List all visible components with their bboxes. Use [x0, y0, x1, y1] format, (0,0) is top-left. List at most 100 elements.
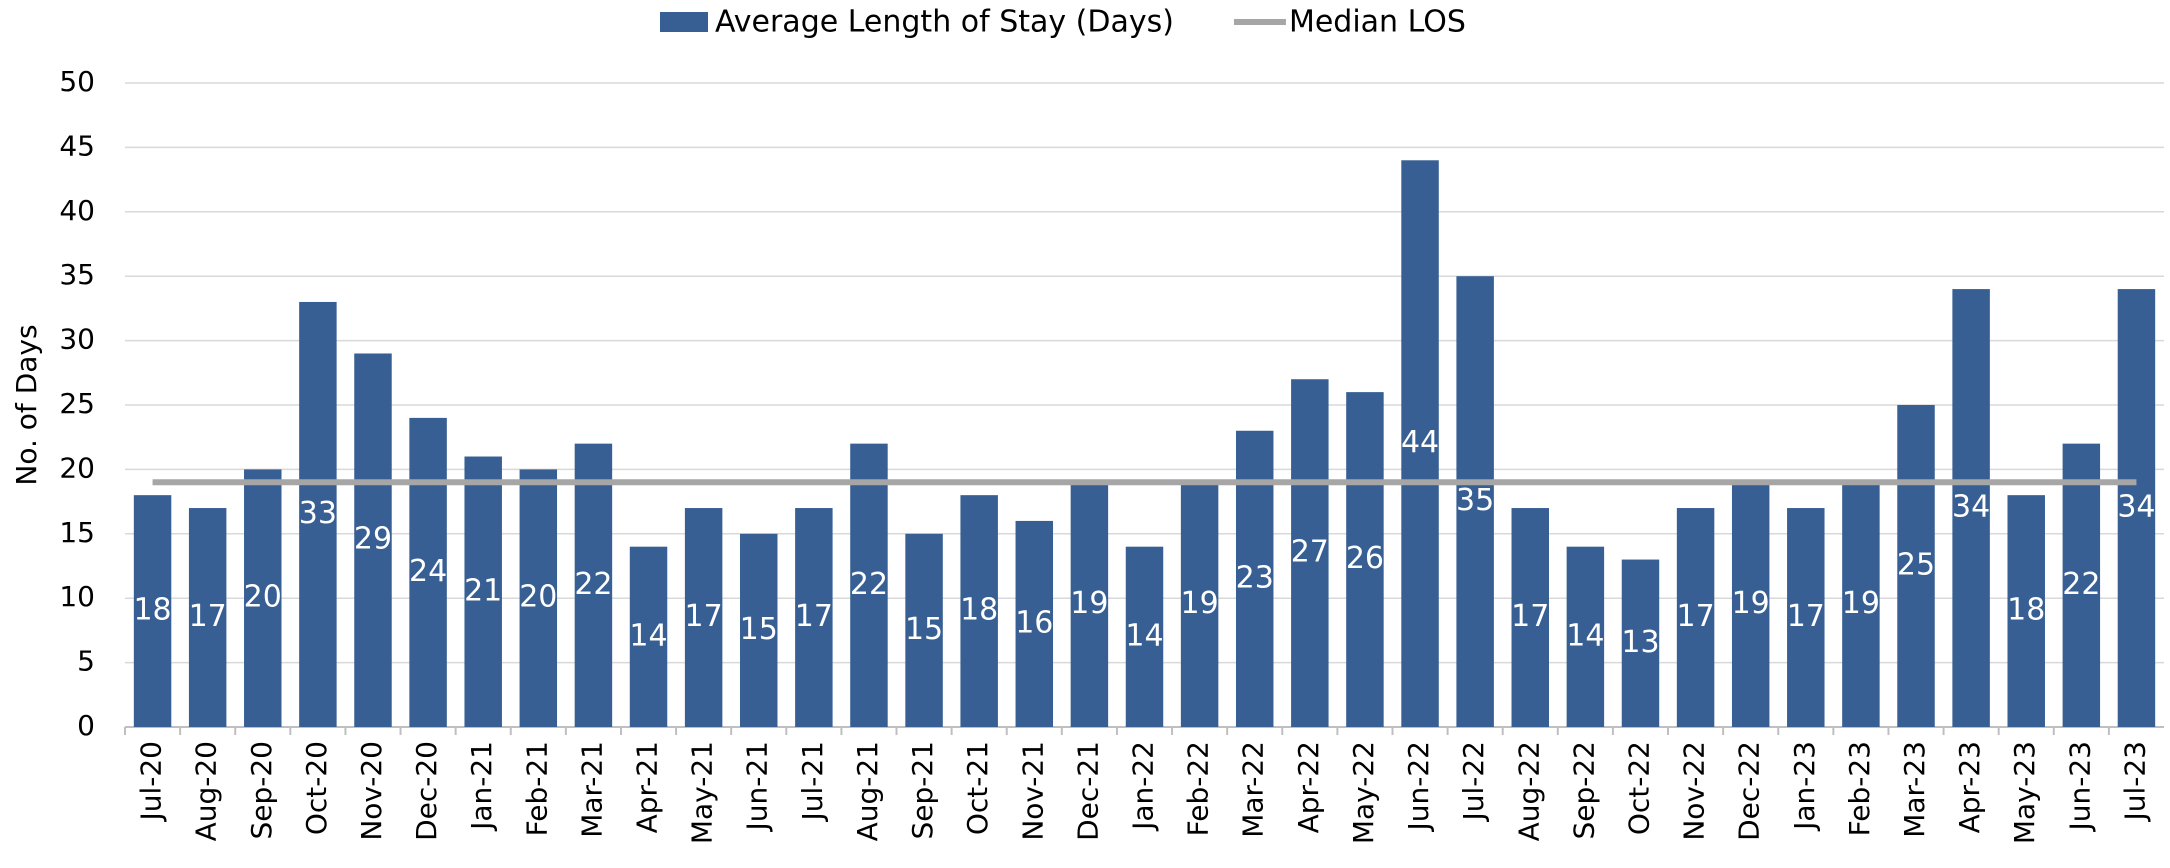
data-label: 17	[189, 599, 227, 634]
bar	[1125, 546, 1164, 727]
data-label: 18	[960, 593, 998, 628]
x-tick-label: Nov-20	[355, 741, 388, 841]
bar	[574, 443, 613, 727]
data-label: 29	[354, 522, 392, 557]
data-label: 27	[1291, 535, 1329, 570]
data-label: 34	[2117, 490, 2155, 525]
x-tick-label: Nov-21	[1016, 741, 1049, 841]
bar	[519, 469, 558, 727]
data-label: 20	[519, 580, 557, 615]
data-label: 16	[1015, 605, 1053, 640]
data-label: 19	[1070, 586, 1108, 621]
x-tick-label: Aug-22	[1512, 741, 1545, 841]
data-label: 21	[464, 573, 502, 608]
x-tick-label: Feb-21	[520, 741, 553, 836]
y-tick-label: 30	[59, 323, 95, 356]
bar	[1401, 160, 1439, 727]
x-tick-label: Jul-23	[2118, 741, 2151, 823]
data-label: 15	[905, 612, 943, 647]
data-label: 17	[685, 599, 723, 634]
data-label: 18	[2007, 593, 2045, 628]
y-tick-label: 25	[59, 387, 95, 420]
x-tick-label: Jun-21	[741, 741, 774, 832]
bar	[1566, 546, 1605, 727]
x-tick-label: Jun-22	[1402, 741, 1435, 832]
bar	[1511, 508, 1549, 727]
x-tick-label: Jan-22	[1127, 741, 1160, 832]
x-tick-label: Jul-22	[1457, 741, 1490, 823]
bar	[2007, 495, 2045, 727]
x-tick-label: Jan-23	[1788, 741, 1821, 832]
data-label: 33	[299, 496, 337, 531]
bar	[409, 417, 447, 727]
x-tick-label: Oct-20	[300, 741, 333, 835]
y-tick-label: 40	[59, 194, 95, 227]
legend-swatch	[660, 12, 708, 32]
data-label: 13	[1621, 625, 1659, 660]
bar	[1346, 392, 1384, 727]
x-tick-label: Mar-23	[1898, 741, 1931, 838]
data-label: 23	[1236, 560, 1274, 595]
x-tick-label: Sep-20	[245, 741, 278, 840]
x-tick-label: Feb-23	[1843, 741, 1876, 836]
y-tick-label: 45	[59, 129, 95, 162]
legend-label: Average Length of Stay (Days)	[715, 5, 1174, 40]
y-tick-label: 0	[77, 709, 95, 742]
bar	[629, 546, 668, 727]
x-tick-label: Jul-20	[135, 741, 168, 823]
bar	[354, 353, 392, 727]
bar	[133, 495, 172, 727]
data-label: 17	[1511, 599, 1549, 634]
bar	[1180, 482, 1219, 727]
data-label: 22	[574, 567, 612, 602]
data-label: 19	[1181, 586, 1219, 621]
bar	[960, 495, 998, 727]
x-tick-label: May-21	[686, 741, 719, 844]
data-label: 22	[2062, 567, 2100, 602]
x-tick-label: Sep-21	[906, 741, 939, 840]
x-tick-label: Oct-21	[961, 741, 994, 835]
x-tick-label: Jul-21	[796, 741, 829, 823]
x-tick-label: Mar-22	[1237, 741, 1270, 838]
bar	[188, 508, 227, 727]
y-axis-title: No. of Days	[10, 324, 43, 485]
bar	[244, 469, 282, 727]
y-tick-label: 50	[59, 65, 95, 98]
bar	[1731, 482, 1770, 727]
bar	[684, 508, 723, 727]
x-tick-label: Jun-23	[2063, 741, 2096, 832]
bar	[1787, 508, 1825, 727]
data-label: 14	[629, 618, 667, 653]
bar	[1456, 276, 1494, 727]
x-tick-label: Feb-22	[1182, 741, 1215, 836]
bar	[2062, 443, 2101, 727]
x-tick-label: Apr-22	[1292, 741, 1325, 833]
data-label: 14	[1125, 618, 1163, 653]
data-label: 34	[1952, 490, 1990, 525]
data-label: 19	[1842, 586, 1880, 621]
bar	[740, 533, 778, 727]
data-label: 35	[1456, 483, 1494, 518]
bar	[299, 301, 337, 727]
y-tick-label: 20	[59, 451, 95, 484]
bar	[1952, 289, 1990, 727]
bar	[850, 443, 888, 727]
y-tick-label: 15	[59, 516, 95, 549]
bar	[1897, 405, 1935, 727]
x-tick-label: Sep-22	[1567, 741, 1600, 840]
data-label: 19	[1732, 586, 1770, 621]
bar	[2117, 289, 2156, 727]
x-tick-label: Apr-23	[1953, 741, 1986, 833]
legend-label: Median LOS	[1289, 5, 1466, 40]
data-label: 18	[133, 593, 171, 628]
data-label: 17	[1787, 599, 1825, 634]
x-tick-label: Dec-21	[1071, 741, 1104, 841]
x-tick-label: Aug-21	[851, 741, 884, 841]
bar	[1842, 482, 1880, 727]
data-label: 15	[740, 612, 778, 647]
data-label: 17	[1676, 599, 1714, 634]
x-tick-label: May-23	[2008, 741, 2041, 844]
bar	[1676, 508, 1715, 727]
y-tick-label: 10	[59, 580, 95, 613]
x-tick-label: Jan-21	[465, 741, 498, 832]
